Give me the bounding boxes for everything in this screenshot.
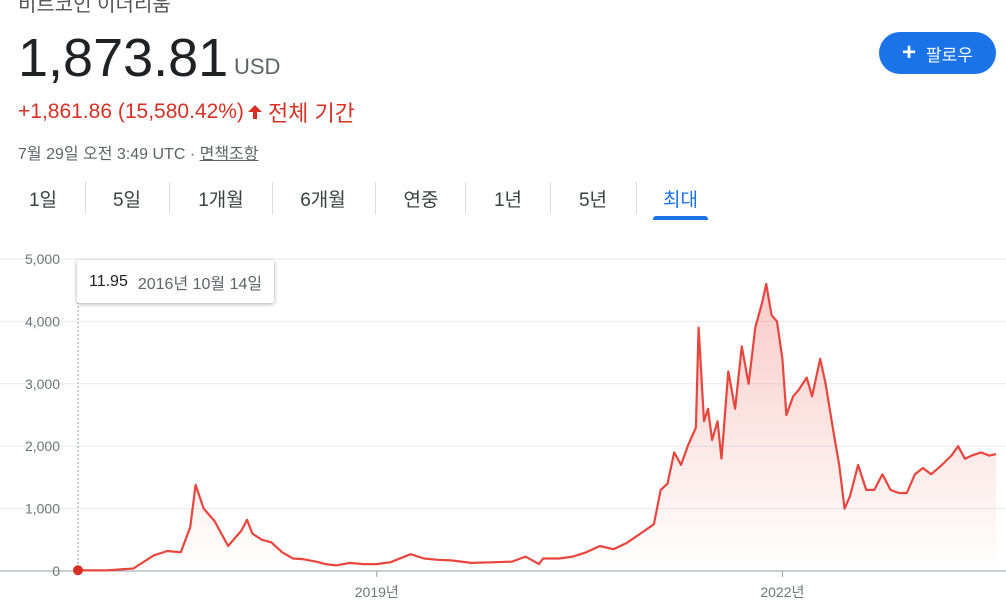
tab-divider (465, 182, 466, 214)
y-tick-label: 2,000 (25, 438, 60, 454)
tab-5y[interactable]: 5년 (578, 189, 608, 211)
current-price: 1,873.81 (18, 28, 229, 88)
disclaimer-link[interactable]: 면책조항 (199, 146, 259, 163)
tab-1m[interactable]: 1개월 (198, 189, 244, 211)
tab-6m[interactable]: 6개월 (300, 189, 346, 211)
y-tick-label: 0 (52, 563, 60, 579)
clipped-page-title: 비트코인 이더리움 (18, 0, 171, 16)
tooltip-date: 2016년 10월 14일 (137, 275, 263, 293)
tooltip-value: 11.95 (89, 272, 128, 290)
tab-5d[interactable]: 5일 (112, 189, 142, 211)
timestamp-text: 7월 29일 오전 3:49 UTC · (18, 146, 200, 163)
tab-divider (272, 182, 273, 214)
y-tick-label: 1,000 (25, 501, 60, 517)
tab-divider (636, 182, 637, 214)
follow-label: 팔로우 (926, 45, 973, 65)
y-tick-label: 3,000 (25, 376, 60, 392)
tab-1d[interactable]: 1일 (28, 189, 58, 211)
plus-icon: + (902, 39, 917, 66)
tab-ytd[interactable]: 연중 (403, 189, 439, 211)
hover-point (73, 565, 83, 576)
range-tabs: 1일 5일 1개월 6개월 연중 1년 5년 최대 (0, 178, 1006, 220)
tab-divider (169, 182, 170, 214)
tab-1y[interactable]: 1년 (493, 189, 523, 211)
tab-max[interactable]: 최대 (663, 189, 698, 211)
active-tab-indicator (653, 216, 708, 220)
up-arrow-icon (247, 105, 262, 119)
y-tick-label: 4,000 (25, 313, 60, 329)
timestamp: 7월 29일 오전 3:49 UTC · 면책조항 (18, 140, 259, 164)
tab-divider (85, 182, 86, 214)
follow-button[interactable]: + 팔로우 (879, 32, 996, 74)
chart-tooltip: 11.95 2016년 10월 14일 (77, 260, 275, 303)
series-area (78, 284, 996, 571)
price-chart[interactable]: 0 1,000 2,000 3,000 4,000 5,000 2019년 2022년 (0, 240, 1006, 614)
tab-divider (550, 182, 551, 214)
y-tick-label: 5,000 (25, 251, 60, 267)
x-tick-label: 2019년 (355, 584, 399, 600)
x-tick-label: 2022년 (760, 584, 804, 600)
price-change: +1,861.86 (15,580.42%) 전체 기간 (18, 96, 355, 128)
change-value: +1,861.86 (15,580.42%) (18, 100, 244, 123)
change-period: 전체 기간 (267, 101, 356, 126)
tab-divider (375, 182, 376, 214)
series-line (77, 282, 997, 572)
currency-label: USD (234, 54, 281, 79)
